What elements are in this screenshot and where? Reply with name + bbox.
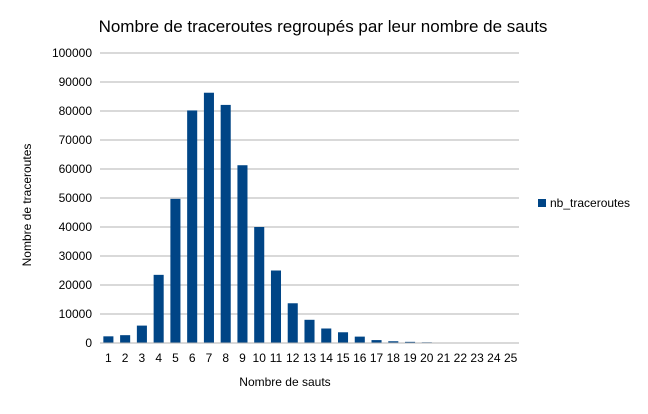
x-tick-label: 14 (320, 351, 334, 365)
bar-13 (304, 320, 314, 343)
x-tick-label: 7 (206, 351, 213, 365)
y-tick-label: 0 (85, 336, 92, 350)
x-tick-label: 13 (303, 351, 317, 365)
y-tick-label: 50000 (59, 191, 93, 205)
y-axis-label: Nombre de traceroutes (20, 144, 34, 267)
bar-8 (221, 105, 231, 343)
x-tick-label: 19 (403, 351, 417, 365)
x-tick-label: 20 (420, 351, 434, 365)
bar-4 (154, 275, 164, 343)
bar-6 (187, 110, 197, 343)
y-tick-label: 60000 (59, 162, 93, 176)
bar-1 (103, 336, 113, 343)
x-tick-label: 3 (139, 351, 146, 365)
bar-12 (288, 303, 298, 343)
x-tick-label: 18 (387, 351, 401, 365)
bar-14 (321, 329, 331, 344)
y-axis-ticks: 0 10000 20000 30000 40000 50000 60000 70000 8000… (52, 46, 92, 350)
legend: nb_traceroutes (538, 196, 630, 210)
x-tick-label: 11 (270, 351, 283, 365)
y-tick-label: 20000 (59, 278, 93, 292)
x-tick-label: 25 (504, 351, 518, 365)
x-axis-label: Nombre de sauts (239, 375, 330, 389)
x-tick-label: 5 (172, 351, 179, 365)
x-tick-label: 24 (487, 351, 501, 365)
bar-10 (254, 227, 264, 343)
y-tick-label: 90000 (59, 75, 93, 89)
bar-9 (237, 165, 247, 343)
x-tick-label: 21 (437, 351, 451, 365)
x-tick-label: 1 (105, 351, 112, 365)
legend-swatch (538, 199, 546, 207)
y-tick-label: 30000 (59, 249, 93, 263)
y-tick-label: 70000 (59, 133, 93, 147)
x-tick-label: 23 (470, 351, 484, 365)
x-tick-label: 17 (370, 351, 384, 365)
bar-2 (120, 335, 130, 343)
x-tick-label: 6 (189, 351, 196, 365)
legend-label: nb_traceroutes (550, 196, 630, 210)
x-tick-label: 10 (253, 351, 267, 365)
x-tick-label: 12 (286, 351, 300, 365)
x-tick-label: 22 (454, 351, 468, 365)
x-tick-label: 4 (155, 351, 162, 365)
x-tick-label: 8 (222, 351, 229, 365)
bars (103, 93, 515, 343)
x-tick-label: 15 (336, 351, 350, 365)
bar-5 (170, 199, 180, 343)
bar-3 (137, 326, 147, 343)
y-tick-label: 10000 (59, 307, 93, 321)
chart-title: Nombre de traceroutes regroupés par leur… (99, 17, 548, 36)
bar-11 (271, 271, 281, 344)
y-tick-label: 80000 (59, 104, 93, 118)
x-tick-label: 16 (353, 351, 367, 365)
bar-15 (338, 332, 348, 343)
y-tick-label: 40000 (59, 220, 93, 234)
bar-16 (355, 337, 365, 343)
bar-7 (204, 93, 214, 343)
x-tick-label: 9 (239, 351, 246, 365)
y-tick-label: 100000 (52, 46, 92, 60)
x-tick-label: 2 (122, 351, 129, 365)
